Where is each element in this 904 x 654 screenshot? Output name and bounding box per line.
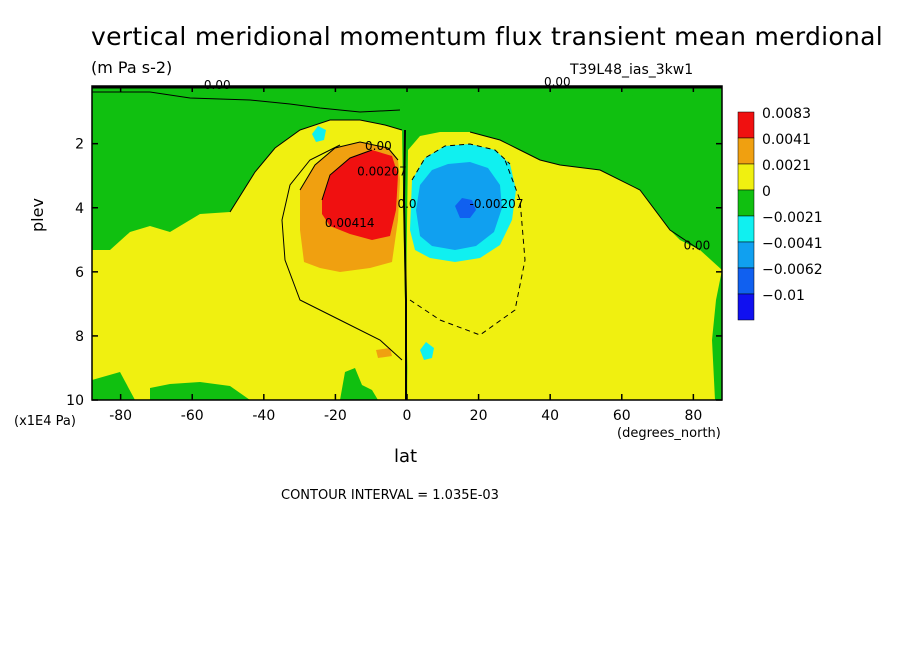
band-negative-bottom-3	[150, 382, 250, 400]
spot-positive-lower	[376, 348, 392, 358]
band-negative-top	[92, 86, 720, 112]
contour-interval: CONTOUR INTERVAL = 1.035E-03	[281, 488, 499, 503]
contour-label: 0.00	[204, 78, 231, 92]
colorbar-swatch	[737, 189, 755, 217]
colorbar-label: −0.0021	[762, 210, 823, 226]
x-tick-label: 80	[684, 408, 702, 424]
colorbar-label: −0.01	[762, 288, 805, 304]
contour-positive-thin	[281, 144, 403, 361]
x-tick-label: -40	[252, 408, 275, 424]
colorbar-swatch	[737, 293, 755, 321]
colorbar-swatch	[737, 215, 755, 243]
band-positive-high	[322, 150, 398, 240]
contour-minus-dashed-2	[411, 143, 511, 181]
colorbar-label: 0.0021	[762, 158, 811, 174]
colorbar-swatch	[737, 163, 755, 191]
contour-positive-outer	[299, 141, 399, 191]
contour-label: 0.00	[365, 139, 392, 153]
x-ticks: -80 -60 -40 -20 0 20 40 60 80	[109, 86, 702, 424]
colorbar-label: 0.0041	[762, 132, 811, 148]
y-tick-label: 10	[66, 393, 84, 409]
contour-minus-dashed-1	[409, 159, 526, 336]
contour-label: 0.00	[544, 75, 571, 89]
chart-units: (m Pa s-2)	[91, 58, 173, 77]
colorbar: 0.0083 0.0041 0.0021 0 −0.0021 −0.0041 −0.0062…	[737, 106, 823, 321]
x-tick-label: 40	[541, 408, 559, 424]
band-negative-bottom-2	[92, 372, 135, 400]
x-axis-unit: (degrees_north)	[617, 426, 721, 441]
contour-label: -0.00207	[470, 197, 524, 211]
colorbar-label: 0	[762, 184, 771, 200]
colorbar-swatch	[737, 137, 755, 165]
x-tick-label: -80	[109, 408, 132, 424]
run-id: T39L48_ias_3kw1	[570, 62, 694, 78]
y-tick-label: 6	[75, 265, 84, 281]
contour-zero-right	[469, 131, 701, 251]
colorbar-swatch	[737, 111, 755, 139]
contour-positive-inner	[321, 149, 373, 201]
y-tick-label: 8	[75, 329, 84, 345]
y-tick-label: 4	[75, 201, 84, 217]
contour-label: 0.00207	[357, 165, 407, 179]
x-axis-label: lat	[394, 446, 418, 467]
spot-negative-upper	[312, 126, 326, 142]
colorbar-swatch	[737, 241, 755, 269]
x-tick-label: -20	[324, 408, 347, 424]
spot-negative-lower	[420, 342, 434, 360]
x-tick-label: -60	[181, 408, 204, 424]
contour-label: 0.00414	[325, 216, 375, 230]
x-tick-label: 20	[470, 408, 488, 424]
colorbar-label: 0.0083	[762, 106, 811, 122]
y-ticks: 2 4 6 8 10	[66, 137, 722, 409]
colorbar-label: −0.0041	[762, 236, 823, 252]
colorbar-label: −0.0062	[762, 262, 823, 278]
band-negative-strongest	[455, 198, 476, 218]
contour-lines	[92, 91, 701, 400]
band-negative-bottom-1	[340, 368, 378, 400]
contour-zero-left	[229, 119, 403, 213]
x-tick-label: 60	[613, 408, 631, 424]
filled-contours	[92, 86, 722, 400]
contour-label: 0.0	[397, 197, 416, 211]
contour-zero-top	[92, 91, 401, 113]
chart-title: vertical meridional momentum flux transi…	[91, 22, 884, 51]
x-tick-label: 0	[403, 408, 412, 424]
y-tick-label: 2	[75, 137, 84, 153]
contour-labels: 0.00 0.00 0.00 0.00207 0.00414 0.0 -0.00207 0.0…	[204, 75, 710, 252]
colorbar-swatch	[737, 267, 755, 295]
contour-label: 0.00	[684, 238, 711, 252]
contour-zero-equator	[402, 129, 407, 400]
y-axis-unit: (x1E4 Pa)	[14, 414, 76, 429]
